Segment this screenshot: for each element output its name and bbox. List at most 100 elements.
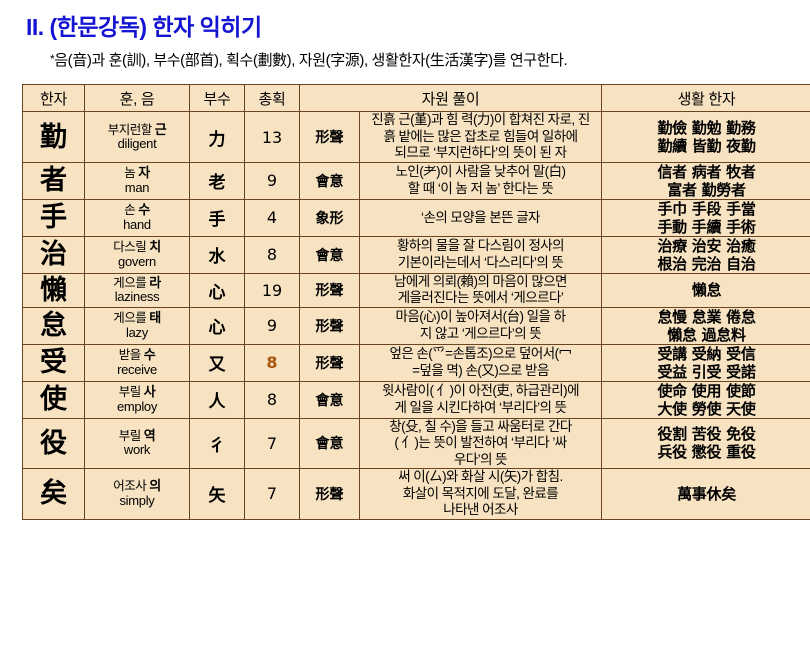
table-header-row: 한자 훈, 음 부수 총획 자원 풀이 생활 한자 [22,84,810,113]
explanation-line: 우다’의 뜻 [453,451,508,467]
cell-stroke-count: 8 [244,235,300,274]
page-title: II. (한문강독) 한자 익히기 [26,14,262,40]
cell-character: 使 [22,380,85,419]
cell-radical: 又 [189,343,245,382]
table-row: 勤 부지런할 근 diligent 力 13 形聲 진흙 근(堇)과 힘 력(力)이 합쳐진… [22,111,810,163]
cell-radical: 水 [189,235,245,274]
table-row: 受 받을 수 receive 又 8 形聲 엎은 손(爫=손톱조)으로 덮어서(冖 =덮을 멱… [22,343,810,382]
explanation-line: 진흙 근(堇)과 힘 력(力)이 합쳐진 자로, 진 [371,112,590,128]
cell-character: 勤 [22,111,85,163]
meaning-english: diligent [117,136,157,152]
cell-life-hanja: 使命 使用 使節 大使 勞使 天使 [601,380,810,419]
cell-meaning-sound: 게으를 태 lazy [84,306,190,345]
meaning-eum: 태 [149,310,161,326]
life-hanja-line: 富者 勤勞者 [667,180,746,199]
meaning-hun: 부릴 [118,385,142,400]
cell-meaning-sound: 손 수 hand [84,198,190,237]
meaning-korean: 부릴 사 [85,384,189,400]
meaning-english: receive [117,361,157,377]
cell-formation-type: 形聲 [299,306,360,345]
meaning-hun: 어조사 [113,479,147,494]
table-body: 勤 부지런할 근 diligent 力 13 形聲 진흙 근(堇)과 힘 력(力)이 합쳐진… [22,111,810,520]
meaning-english: work [123,442,151,458]
cell-radical: 矢 [189,468,245,520]
cell-meaning-sound: 놈 자 man [84,161,190,200]
explanation-line: ( 亻)는 뜻이 발전하여 ‘부리다 ’싸 [394,435,567,451]
cell-character: 治 [22,235,85,274]
cell-formation-type: 會意 [299,235,360,274]
cell-stroke-count: 8 [244,343,300,382]
life-hanja-line: 大使 勞使 天使 [657,399,756,418]
cell-stroke-count: 9 [244,306,300,345]
meaning-english: govern [118,253,156,269]
life-hanja-line: 懶怠 [691,281,722,300]
meaning-english: man [124,179,150,195]
explanation-line: 창(殳, 칠 수)을 들고 싸움터로 간다 [389,418,572,434]
cell-explanation: ‘손의 모양을 본뜬 글자 [359,198,602,237]
meaning-korean: 게으를 라 [85,274,189,291]
life-hanja-line: 受講 受納 受信 [657,344,756,363]
cell-stroke-count: 8 [244,380,300,419]
column-header-meaning-sound: 훈, 음 [84,84,190,113]
cell-formation-type: 會意 [299,380,360,419]
meaning-eum: 수 [143,347,156,363]
meaning-english: laziness [114,289,160,305]
cell-meaning-sound: 부지런할 근 diligent [84,111,190,163]
table-row: 使 부릴 사 employ 人 8 會意 윗사람이( 亻)이 아전(吏, 하급관리)에 게 일… [22,380,810,419]
cell-life-hanja: 萬事休矣 [601,468,810,520]
subtitle-text: 음(音)과 훈(訓), 부수(部首), 획수(劃數), 자원(字源), 생활한자… [54,52,568,70]
explanation-line: 게을러진다는 뜻에서 ‘게으르다’ [397,290,564,306]
meaning-english: employ [116,398,158,414]
life-hanja-line: 勤儉 勤勉 勤務 [657,119,756,138]
explanation-line: 황하의 물을 잘 다스림이 정사의 [396,238,565,254]
life-hanja-line: 懶怠 過怠料 [667,325,746,344]
meaning-korean: 놈 자 [85,166,189,181]
cell-formation-type: 形聲 [299,111,360,163]
cell-formation-type: 象形 [299,198,360,237]
explanation-line: 윗사람이( 亻)이 아전(吏, 하급관리)에 [382,383,579,399]
cell-radical: 心 [189,272,245,308]
cell-life-hanja: 勤儉 勤勉 勤務 勤續 皆勤 夜勤 [601,111,810,163]
meaning-eum: 근 [154,121,167,137]
cell-radical: 手 [189,198,245,237]
cell-life-hanja: 治療 治安 治癒 根治 完治 自治 [601,235,810,274]
cell-meaning-sound: 부릴 사 employ [84,380,190,419]
explanation-line: 게 일을 시킨다하여 ‘부리다’의 뜻 [394,399,567,415]
column-header-strokes: 총획 [244,84,300,113]
cell-explanation: 노인(耂)이 사람을 낮추어 말(白) 할 때 ‘이 놈 저 놈’ 한다는 뜻 [359,161,602,200]
meaning-hun: 놈 [124,166,136,181]
cell-character: 手 [22,198,85,237]
cell-stroke-count: 7 [244,417,300,470]
explanation-line: 써 이(厶)와 화살 시(矢)가 합침. [398,469,563,485]
explanation-line: 지 않고 ‘게으르다’의 뜻 [419,325,542,341]
cell-character: 者 [22,161,85,200]
life-hanja-line: 根治 完治 自治 [657,254,756,273]
cell-formation-type: 形聲 [299,468,360,520]
cell-character: 役 [22,417,85,470]
cell-character: 怠 [22,306,85,345]
cell-meaning-sound: 부릴 역 work [84,417,190,470]
cell-life-hanja: 役割 苦役 免役 兵役 懲役 重役 [601,417,810,470]
meaning-english: hand [123,216,151,232]
explanation-line: ‘손의 모양을 본뜬 글자 [421,209,540,225]
meaning-english: lazy [126,324,148,340]
cell-radical: 老 [189,161,245,200]
table-header: 한자 훈, 음 부수 총획 자원 풀이 생활 한자 [22,84,810,113]
cell-formation-type: 會意 [299,161,360,200]
explanation-line: 남에게 의뢰(賴)의 마음이 많으면 [394,273,567,289]
cell-formation-type: 會意 [299,417,360,470]
cell-meaning-sound: 다스릴 치 govern [84,235,190,274]
explanation-line: 되므로 ‘부지런하다’의 뜻이 된 자 [394,145,567,161]
explanation-line: 나타낸 어조사 [443,502,518,518]
cell-explanation: 써 이(厶)와 화살 시(矢)가 합침. 화살이 목적지에 도달, 완료를 나타낸 … [359,468,602,520]
column-header-explanation: 자원 풀이 [299,84,602,113]
column-header-radical: 부수 [189,84,245,113]
cell-stroke-count: 13 [244,111,300,163]
cell-stroke-count: 19 [244,272,300,308]
meaning-eum: 라 [149,274,161,290]
meaning-eum: 수 [138,202,150,218]
